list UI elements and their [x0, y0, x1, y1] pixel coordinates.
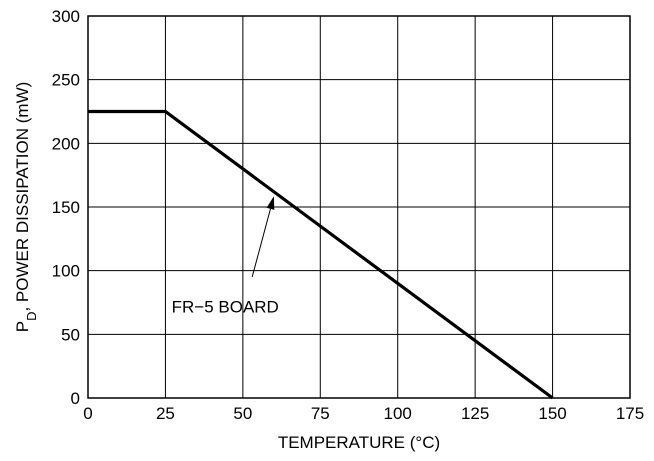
x-tick-label: 150 [538, 404, 566, 423]
x-axis-label: TEMPERATURE (°C) [278, 433, 440, 452]
x-tick-labels: 0 25 50 75 100 125 150 175 [83, 404, 644, 423]
y-tick-labels: 0 50 100 150 200 250 300 [52, 7, 80, 408]
y-axis-label-sub: D [24, 312, 39, 321]
y-tick-label: 150 [52, 198, 80, 217]
y-tick-label: 300 [52, 7, 80, 26]
y-tick-label: 50 [61, 325, 80, 344]
y-tick-label: 200 [52, 134, 80, 153]
y-axis-label: PD, POWER DISSIPATION (mW) [13, 82, 39, 333]
x-tick-label: 175 [616, 404, 644, 423]
plot-frame [87, 15, 631, 399]
x-tick-label: 100 [384, 404, 412, 423]
y-axis-label-main: P [13, 321, 32, 332]
annotation-label: FR−5 BOARD [172, 297, 279, 316]
y-tick-label: 100 [52, 262, 80, 281]
x-tick-label: 50 [233, 404, 252, 423]
y-axis-label-rest: , POWER DISSIPATION (mW) [13, 82, 32, 312]
grid [87, 15, 631, 399]
annotation: FR−5 BOARD [172, 196, 279, 316]
series-line-fr5-board [88, 109, 554, 400]
annotation-arrow-line [251, 208, 271, 278]
y-tick-label: 250 [52, 71, 80, 90]
annotation-arrow-head [266, 196, 275, 210]
x-tick-label: 25 [156, 404, 175, 423]
x-tick-label: 125 [461, 404, 489, 423]
y-tick-label: 0 [71, 389, 80, 408]
x-tick-label: 75 [311, 404, 330, 423]
x-tick-label: 0 [83, 404, 92, 423]
